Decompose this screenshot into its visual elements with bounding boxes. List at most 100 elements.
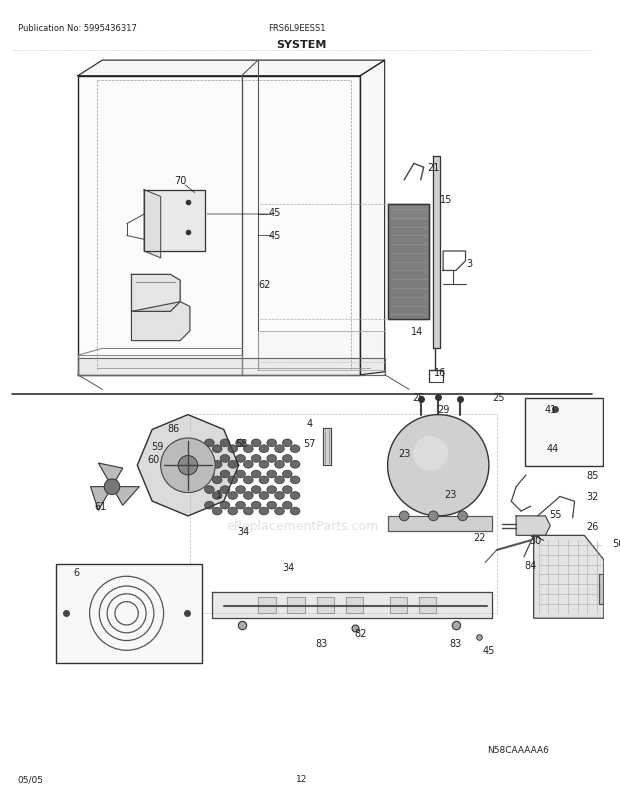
Ellipse shape — [236, 455, 246, 463]
Text: 29: 29 — [437, 404, 450, 415]
Polygon shape — [389, 597, 407, 614]
Polygon shape — [346, 597, 363, 614]
Ellipse shape — [244, 492, 253, 500]
Ellipse shape — [212, 461, 222, 468]
Text: FRS6L9EESS1: FRS6L9EESS1 — [268, 24, 326, 33]
Ellipse shape — [290, 445, 300, 453]
Text: 62: 62 — [259, 280, 271, 290]
Ellipse shape — [251, 486, 261, 494]
Polygon shape — [78, 61, 384, 77]
Ellipse shape — [244, 461, 253, 468]
Text: 70: 70 — [174, 176, 187, 186]
Polygon shape — [112, 487, 140, 505]
Text: 44: 44 — [547, 444, 559, 453]
Ellipse shape — [212, 492, 222, 500]
Text: 57: 57 — [303, 439, 316, 448]
Ellipse shape — [236, 439, 246, 448]
Polygon shape — [418, 597, 436, 614]
Ellipse shape — [205, 502, 215, 509]
Circle shape — [428, 512, 438, 521]
Circle shape — [104, 480, 120, 495]
FancyBboxPatch shape — [56, 564, 202, 663]
Ellipse shape — [259, 508, 269, 516]
Ellipse shape — [251, 455, 261, 463]
Ellipse shape — [228, 461, 237, 468]
Text: Publication No: 5995436317: Publication No: 5995436317 — [17, 24, 136, 33]
Ellipse shape — [205, 439, 215, 448]
Ellipse shape — [236, 502, 246, 509]
Polygon shape — [78, 77, 360, 375]
Polygon shape — [433, 156, 440, 349]
Text: 05/05: 05/05 — [17, 775, 43, 784]
Ellipse shape — [267, 471, 277, 478]
Ellipse shape — [275, 461, 285, 468]
Polygon shape — [388, 205, 428, 320]
Text: 85: 85 — [586, 471, 598, 480]
Text: 25: 25 — [412, 393, 425, 403]
Polygon shape — [78, 356, 242, 375]
Polygon shape — [99, 464, 123, 487]
Text: 22: 22 — [473, 533, 485, 543]
Text: SYSTEM: SYSTEM — [277, 39, 327, 50]
Ellipse shape — [228, 492, 237, 500]
Ellipse shape — [244, 445, 253, 453]
Ellipse shape — [267, 486, 277, 494]
Text: 1: 1 — [216, 489, 222, 499]
Ellipse shape — [259, 461, 269, 468]
Text: 58: 58 — [236, 439, 248, 448]
Polygon shape — [388, 205, 428, 220]
Polygon shape — [78, 358, 384, 375]
Text: 34: 34 — [237, 526, 250, 536]
Polygon shape — [258, 331, 384, 371]
Ellipse shape — [220, 439, 230, 448]
Text: 59: 59 — [151, 441, 164, 452]
Text: 14: 14 — [410, 326, 423, 337]
Ellipse shape — [259, 492, 269, 500]
Ellipse shape — [220, 455, 230, 463]
Text: 61: 61 — [94, 501, 107, 512]
Text: 12: 12 — [296, 775, 308, 784]
Ellipse shape — [236, 471, 246, 478]
Ellipse shape — [220, 486, 230, 494]
Ellipse shape — [283, 455, 292, 463]
Polygon shape — [360, 61, 384, 375]
Text: N58CAAAAA6: N58CAAAAA6 — [487, 745, 549, 754]
Polygon shape — [287, 597, 305, 614]
Text: 45: 45 — [483, 646, 495, 655]
Text: 83: 83 — [450, 638, 462, 648]
Text: eReplacementParts.com: eReplacementParts.com — [226, 520, 378, 533]
Polygon shape — [144, 190, 161, 258]
Ellipse shape — [283, 486, 292, 494]
Ellipse shape — [212, 476, 222, 484]
Circle shape — [413, 436, 448, 472]
Ellipse shape — [244, 508, 253, 516]
Text: 45: 45 — [268, 208, 281, 218]
Ellipse shape — [236, 486, 246, 494]
Ellipse shape — [220, 471, 230, 478]
Ellipse shape — [275, 508, 285, 516]
Ellipse shape — [283, 471, 292, 478]
Text: 4: 4 — [307, 419, 312, 429]
Ellipse shape — [275, 492, 285, 500]
Text: 30: 30 — [529, 536, 542, 545]
Text: 6: 6 — [73, 568, 79, 577]
Text: 15: 15 — [440, 195, 452, 205]
Polygon shape — [131, 302, 190, 341]
Ellipse shape — [212, 445, 222, 453]
Text: 83: 83 — [315, 638, 327, 648]
Polygon shape — [144, 190, 205, 252]
Ellipse shape — [290, 508, 300, 516]
Circle shape — [178, 456, 198, 476]
Polygon shape — [137, 415, 239, 516]
Text: 3: 3 — [466, 258, 472, 269]
Ellipse shape — [251, 502, 261, 509]
Text: 41: 41 — [544, 404, 556, 415]
Text: 25: 25 — [492, 393, 505, 403]
Ellipse shape — [228, 508, 237, 516]
Polygon shape — [258, 597, 276, 614]
Ellipse shape — [267, 455, 277, 463]
Polygon shape — [599, 574, 611, 604]
Ellipse shape — [267, 439, 277, 448]
Text: 21: 21 — [427, 163, 440, 173]
Ellipse shape — [212, 508, 222, 516]
